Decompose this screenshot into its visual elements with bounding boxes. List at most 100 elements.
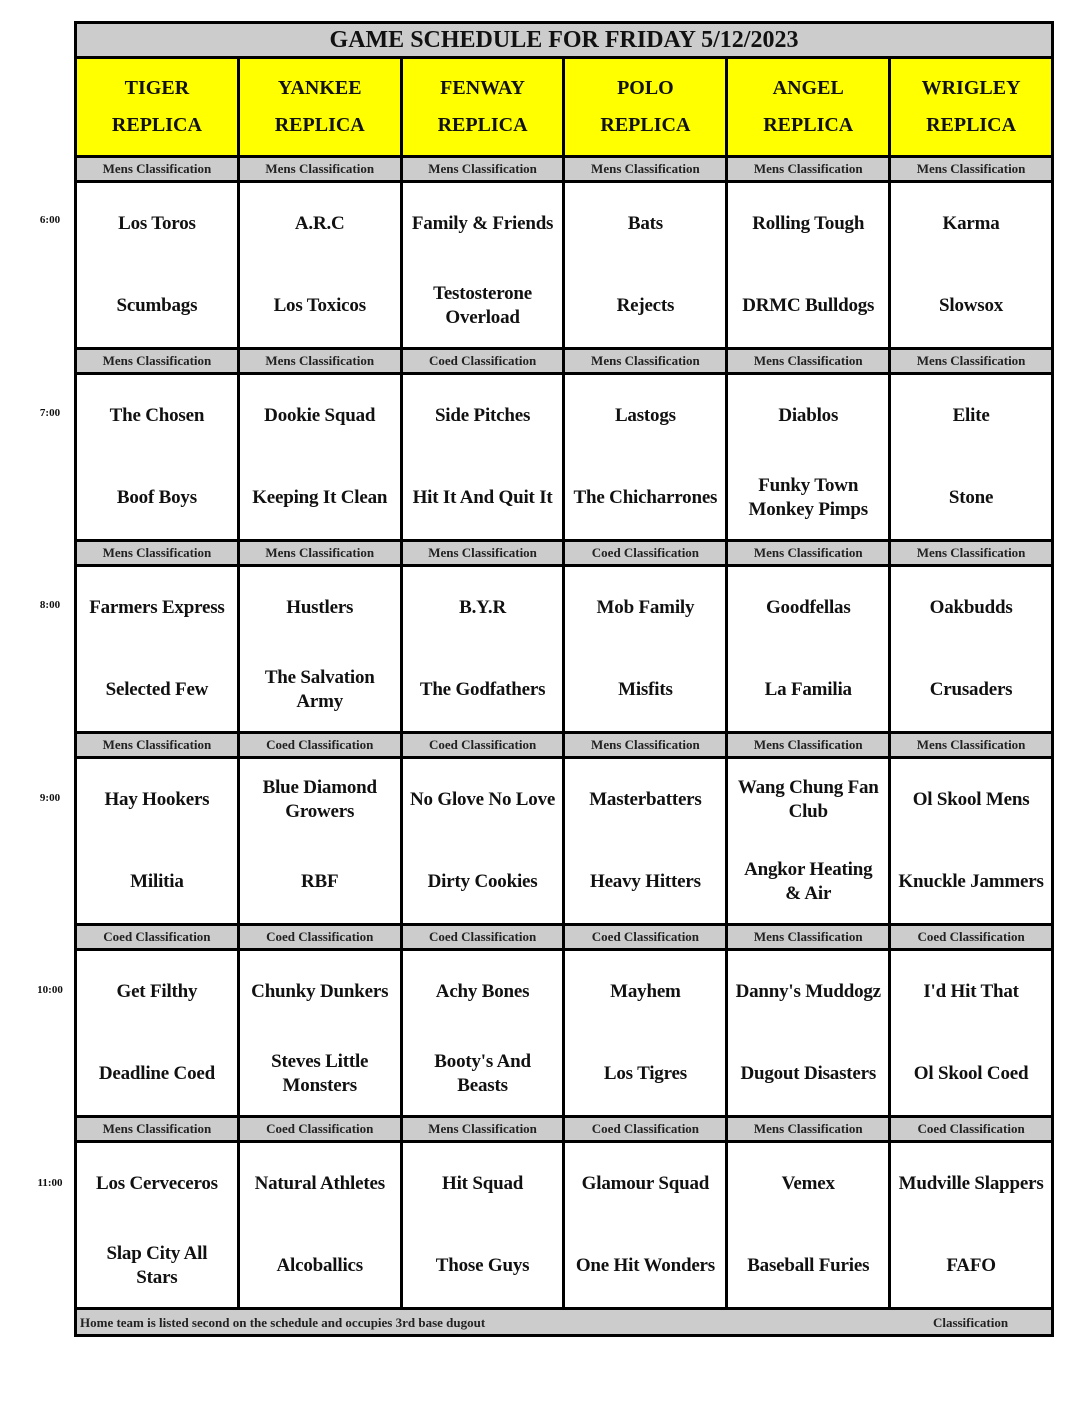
classification-cell: Coed Classification (565, 542, 726, 564)
field-sub: REPLICA (437, 114, 528, 136)
visitor-team: Get Filthy (116, 981, 198, 1002)
field-name: YANKEE (277, 77, 362, 99)
footer-row: Home team is listed second on the schedu… (77, 1310, 1051, 1334)
visitor-team: Mayhem (610, 981, 681, 1002)
time-label: 8:00 (39, 599, 61, 611)
field-name: FENWAY (440, 77, 525, 99)
classification-cell: Mens Classification (77, 734, 237, 756)
home-team: Baseball Furies (747, 1255, 870, 1276)
classification-cell: Mens Classification (77, 1118, 237, 1140)
field-sub: REPLICA (274, 114, 365, 136)
game-cell: Elite Stone (891, 375, 1051, 539)
classification-cell: Mens Classification (565, 350, 726, 372)
home-team: Rejects (616, 295, 675, 316)
game-cell: Los Cerveceros Slap City All Stars (77, 1143, 237, 1307)
field-sub: REPLICA (111, 114, 202, 136)
classification-row: Mens Classification Mens Classification Me… (77, 158, 1051, 183)
game-cell: The Chosen Boof Boys (77, 375, 237, 539)
game-cell: Karma Slowsox (891, 183, 1051, 347)
home-team: Slowsox (939, 295, 1004, 316)
classification-cell: Coed Classification (239, 734, 400, 756)
visitor-team: Oakbudds (929, 597, 1013, 618)
classification-cell: Mens Classification (239, 350, 400, 372)
classification-row: Mens Classification Mens Classification Me… (77, 542, 1051, 567)
home-team: Knuckle Jammers (898, 871, 1044, 892)
home-team: Angkor Heating & Air (744, 859, 873, 904)
field-header: ANGEL REPLICA (728, 59, 889, 155)
home-team: Funky Town Monkey Pimps (748, 475, 868, 520)
home-team: Those Guys (435, 1255, 530, 1276)
home-team: Los Tigres (603, 1063, 687, 1084)
visitor-team: Chunky Dunkers (251, 981, 389, 1002)
visitor-team: The Chosen (109, 405, 205, 426)
visitor-team: Los Toros (118, 213, 196, 234)
game-cell: Achy Bones Booty's And Beasts (402, 951, 563, 1115)
home-team: The Salvation Army (264, 667, 375, 712)
game-cell: Rolling Tough DRMC Bulldogs (728, 183, 889, 347)
games-row: The Chosen Boof Boys Dookie Squad Keeping I… (77, 375, 1051, 542)
footer-note: Home team is listed second on the schedu… (80, 1315, 486, 1330)
home-team: RBF (301, 871, 339, 892)
game-cell: Side Pitches Hit It And Quit It (402, 375, 563, 539)
visitor-team: Lastogs (614, 405, 676, 426)
game-cell: Hustlers The Salvation Army (239, 567, 400, 731)
home-team: Crusaders (929, 679, 1013, 700)
home-team: Hit It And Quit It (412, 487, 553, 508)
game-cell: Vemex Baseball Furies (728, 1143, 889, 1307)
page-title: GAME SCHEDULE FOR FRIDAY 5/12/2023 (77, 24, 1051, 59)
game-cell: Goodfellas La Familia (728, 567, 889, 731)
home-team: Misfits (618, 679, 673, 700)
visitor-team: Natural Athletes (254, 1173, 386, 1194)
games-row: Get Filthy Deadline Coed Chunky Dunkers Ste… (77, 951, 1051, 1118)
game-cell: Glamour Squad One Hit Wonders (565, 1143, 726, 1307)
home-team: DRMC Bulldogs (742, 295, 875, 316)
game-cell: Hit Squad Those Guys (402, 1143, 563, 1307)
classification-cell: Mens Classification (402, 542, 563, 564)
game-cell: Farmers Express Selected Few (77, 567, 237, 731)
game-cell: Hay Hookers Militia (77, 759, 237, 923)
games-row: Farmers Express Selected Few Hustlers The S… (77, 567, 1051, 734)
visitor-team: Achy Bones (435, 981, 530, 1002)
game-cell: B.Y.R The Godfathers (402, 567, 563, 731)
classification-cell: Coed Classification (565, 1118, 726, 1140)
visitor-team: Ol Skool Mens (912, 789, 1030, 810)
visitor-team: Elite (952, 405, 990, 426)
classification-cell: Mens Classification (239, 542, 400, 564)
classification-cell: Mens Classification (728, 1118, 889, 1140)
visitor-team: Danny's Muddogz (735, 981, 882, 1002)
field-header: POLO REPLICA (565, 59, 726, 155)
home-team: Stone (948, 487, 994, 508)
home-team: Scumbags (116, 295, 198, 316)
classification-cell: Mens Classification (239, 158, 400, 180)
classification-cell: Mens Classification (77, 350, 237, 372)
classification-row: Mens Classification Coed Classification Me… (77, 1118, 1051, 1143)
game-cell: A.R.C Los Toxicos (239, 183, 400, 347)
classification-cell: Mens Classification (728, 542, 889, 564)
visitor-team: B.Y.R (459, 597, 506, 618)
visitor-team: Wang Chung Fan Club (737, 777, 879, 822)
field-name: TIGER (124, 77, 190, 99)
games-row: Los Cerveceros Slap City All Stars Natural… (77, 1143, 1051, 1310)
game-cell: Bats Rejects (565, 183, 726, 347)
game-cell: Mudville Slappers FAFO (891, 1143, 1051, 1307)
field-name: POLO (617, 77, 674, 99)
game-cell: Oakbudds Crusaders (891, 567, 1051, 731)
field-header: WRIGLEY REPLICA (891, 59, 1051, 155)
visitor-team: Hustlers (286, 597, 354, 618)
visitor-team: Farmers Express (89, 597, 225, 618)
classification-row: Coed Classification Coed Classification Co… (77, 926, 1051, 951)
home-team: Deadline Coed (98, 1063, 215, 1084)
classification-cell: Coed Classification (402, 350, 563, 372)
game-cell: Wang Chung Fan Club Angkor Heating & Air (728, 759, 889, 923)
visitor-team: Glamour Squad (581, 1173, 710, 1194)
classification-cell: Coed Classification (891, 1118, 1051, 1140)
games-row: Los Toros Scumbags A.R.C Los Toxicos Family … (77, 183, 1051, 350)
field-sub: REPLICA (763, 114, 854, 136)
home-team: Selected Few (105, 679, 209, 700)
game-cell: Lastogs The Chicharrones (565, 375, 726, 539)
visitor-team: Rolling Tough (752, 213, 865, 234)
game-cell: Blue Diamond Growers RBF (239, 759, 400, 923)
classification-cell: Mens Classification (565, 734, 726, 756)
game-cell: Mayhem Los Tigres (565, 951, 726, 1115)
field-sub: REPLICA (600, 114, 691, 136)
